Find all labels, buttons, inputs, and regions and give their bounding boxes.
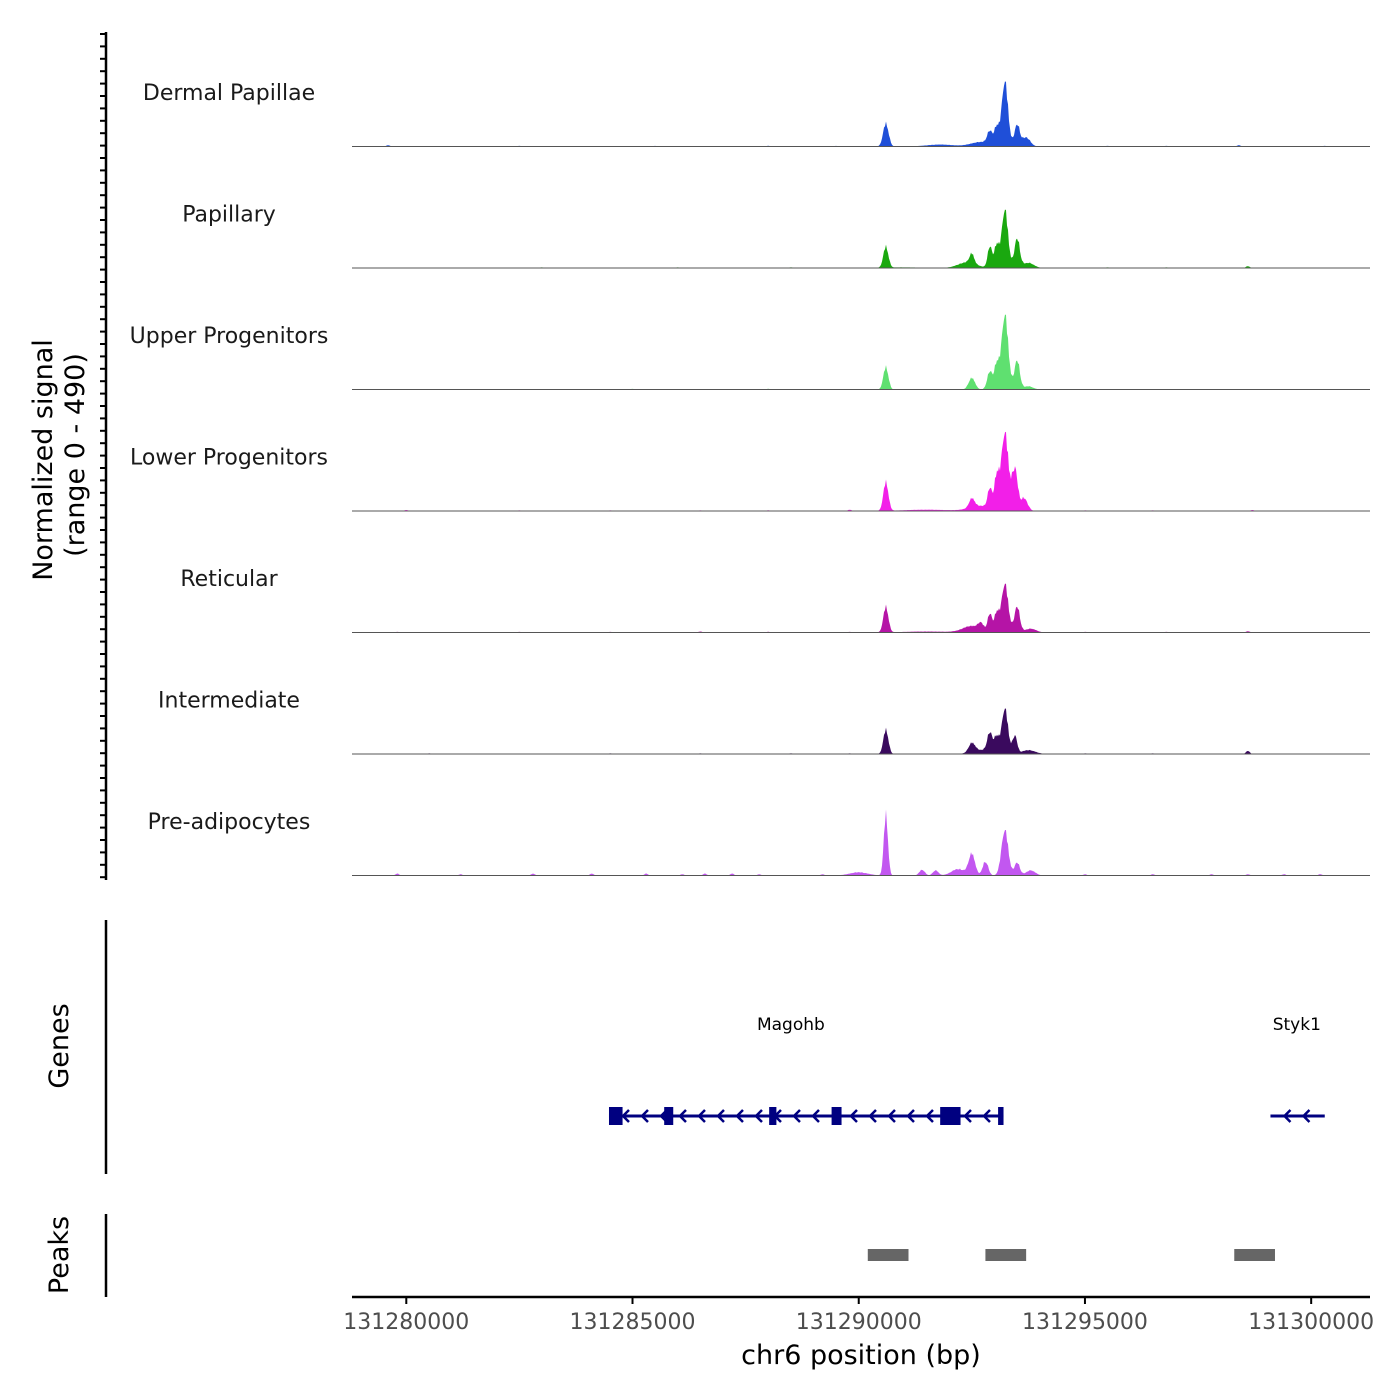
- exon: [769, 1107, 777, 1125]
- signal-area: [352, 583, 1370, 633]
- signal-area: [352, 209, 1370, 268]
- coverage-y-axis: [100, 32, 108, 880]
- strand-arrow: [982, 1109, 991, 1123]
- coverage-panel: Dermal Papillae Papillary Upper Progenitor…: [130, 81, 1370, 876]
- y-axis-range: (range 0 - 490): [60, 353, 91, 557]
- signal-area: [352, 708, 1370, 754]
- gene-label: Styk1: [1273, 1015, 1321, 1035]
- peak-region: [867, 1249, 909, 1261]
- exon: [664, 1107, 674, 1125]
- x-axis: 131280000 131285000 131290000 131295000 1313…: [343, 1295, 1374, 1335]
- signal-area: [352, 809, 1370, 876]
- signal-area: [352, 431, 1370, 511]
- track-dermal-papillae: Dermal Papillae: [143, 81, 1370, 147]
- strand-arrow: [754, 1109, 763, 1123]
- track-label: Pre-adipocytes: [148, 810, 311, 835]
- gene-label: Magohb: [757, 1015, 825, 1035]
- strand-arrow: [1301, 1109, 1311, 1123]
- x-tick-label: 131295000: [1022, 1310, 1148, 1335]
- x-tick-label: 131280000: [343, 1310, 469, 1335]
- strand-arrow: [925, 1109, 934, 1123]
- track-label: Papillary: [182, 203, 276, 228]
- exon: [998, 1107, 1004, 1125]
- strand-arrow: [887, 1109, 896, 1123]
- track-papillary: Papillary: [182, 203, 1370, 269]
- strand-arrow: [868, 1109, 877, 1123]
- strand-arrow: [621, 1109, 630, 1123]
- genes-panel: Genes Magohb Styk1: [44, 920, 1325, 1174]
- signal-area: [352, 314, 1370, 390]
- exon: [831, 1107, 842, 1125]
- track-reticular: Reticular: [180, 567, 1370, 633]
- strand-arrow: [697, 1109, 706, 1123]
- exon: [608, 1107, 623, 1125]
- track-pre-adipocytes: Pre-adipocytes: [148, 809, 1370, 876]
- strand-arrow: [640, 1109, 649, 1123]
- strand-arrow: [735, 1109, 744, 1123]
- track-intermediate: Intermediate: [158, 689, 1370, 755]
- strand-arrow: [792, 1109, 801, 1123]
- genes-axis-title: Genes: [44, 1003, 75, 1088]
- strand-arrow: [849, 1109, 858, 1123]
- y-axis-title: Normalized signal: [28, 339, 59, 581]
- track-label: Intermediate: [158, 689, 300, 714]
- strand-arrow: [963, 1109, 972, 1123]
- track-lower-progenitors: Lower Progenitors: [130, 431, 1370, 512]
- peaks-panel: Peaks: [44, 1214, 1275, 1297]
- strand-arrow: [678, 1109, 687, 1123]
- strand-arrow: [906, 1109, 915, 1123]
- track-label: Lower Progenitors: [130, 446, 328, 471]
- track-label: Reticular: [180, 567, 278, 592]
- signal-area: [352, 81, 1370, 147]
- x-axis-title: chr6 position (bp): [741, 1340, 981, 1371]
- track-label: Dermal Papillae: [143, 81, 315, 106]
- peaks-axis-title: Peaks: [44, 1216, 75, 1294]
- peak-region: [985, 1249, 1027, 1261]
- x-tick-label: 131300000: [1248, 1310, 1374, 1335]
- strand-arrow: [1282, 1109, 1292, 1123]
- track-upper-progenitors: Upper Progenitors: [130, 314, 1370, 390]
- gene-magohb: Magohb: [608, 1015, 1004, 1125]
- gene-styk1: Styk1: [1270, 1015, 1325, 1123]
- peak-region: [1234, 1249, 1275, 1261]
- strand-arrow: [811, 1109, 820, 1123]
- x-tick-label: 131285000: [570, 1310, 696, 1335]
- strand-arrow: [716, 1109, 725, 1123]
- track-label: Upper Progenitors: [130, 324, 329, 349]
- x-tick-label: 131290000: [796, 1310, 922, 1335]
- exon: [940, 1107, 961, 1125]
